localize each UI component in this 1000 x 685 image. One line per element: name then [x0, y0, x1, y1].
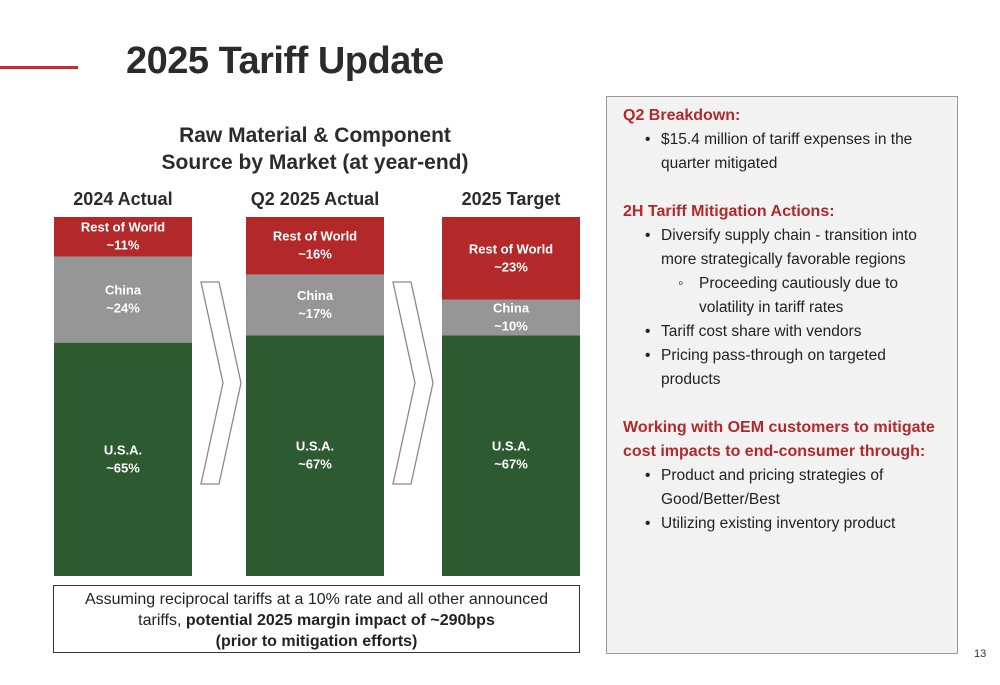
bar-segment-rest-of-world-q2-2025-actual	[246, 217, 384, 275]
data-label-line: ~16%	[298, 247, 332, 262]
mitigation-actions-list: Diversify supply chain - transition into…	[623, 224, 947, 392]
bar-segment-china-q2-2025-actual	[246, 274, 384, 336]
data-label-rest-of-world-2025-target: Rest of World ~23%	[469, 241, 553, 274]
chart-title-line-2: Source by Market (at year-end)	[161, 151, 469, 174]
category-label-2024-actual: 2024 Actual	[73, 189, 172, 209]
data-label-line: U.S.A.	[104, 442, 142, 457]
list-item: Tariff cost share with vendors	[623, 320, 947, 344]
data-label-line: China	[297, 288, 334, 303]
chart-title: Raw Material & Component Source by Marke…	[100, 122, 530, 176]
data-label-rest-of-world-q2-2025-actual: Rest of World ~16%	[273, 229, 357, 262]
list-item: Diversify supply chain - transition into…	[623, 224, 947, 272]
data-label-u-s-a-2025-target: U.S.A. ~67%	[492, 439, 530, 472]
note-line-2-plain: tariffs,	[138, 612, 186, 629]
bar-segment-china-2024-actual	[54, 256, 192, 343]
list-item: Utilizing existing inventory product	[623, 512, 947, 536]
mitigation-panel: Q2 Breakdown: $15.4 million of tariff ex…	[606, 96, 958, 654]
list-item: Pricing pass-through on targeted product…	[623, 344, 947, 392]
data-label-line: Rest of World	[81, 220, 165, 235]
oem-list: Product and pricing strategies of Good/B…	[623, 464, 947, 536]
data-label-u-s-a-2024-actual: U.S.A. ~65%	[104, 442, 142, 475]
page-number: 13	[974, 648, 987, 660]
bar-segment-u-s-a-2024-actual	[54, 342, 192, 576]
note-line-3-bold: (prior to mitigation efforts)	[215, 633, 418, 650]
list-item: $15.4 million of tariff expenses in the …	[623, 128, 947, 176]
bar-segment-u-s-a-q2-2025-actual	[246, 335, 384, 576]
data-label-line: ~11%	[107, 238, 140, 253]
oem-heading: Working with OEM customers to mitigate c…	[623, 419, 935, 460]
note-line-3: (prior to mitigation efforts)	[54, 631, 579, 652]
q2-breakdown-heading: Q2 Breakdown:	[623, 107, 741, 124]
category-label-2025-target: 2025 Target	[462, 189, 561, 209]
note-line-2-bold: potential 2025 margin impact of ~290bps	[185, 612, 495, 629]
chevron-arrow-icon	[392, 281, 434, 485]
chart-title-line-1: Raw Material & Component	[179, 124, 451, 147]
category-label-q2-2025-actual: Q2 2025 Actual	[251, 189, 379, 209]
data-label-line: China	[493, 301, 530, 316]
bar-segment-u-s-a-2025-target	[442, 335, 580, 576]
data-label-line: ~24%	[106, 301, 140, 316]
list-item: Product and pricing strategies of Good/B…	[623, 464, 947, 512]
data-label-line: Rest of World	[273, 229, 357, 244]
title-accent-line	[0, 66, 78, 69]
data-label-line: ~17%	[298, 306, 332, 321]
bar-segment-rest-of-world-2025-target	[442, 217, 580, 300]
note-line-2: tariffs, potential 2025 margin impact of…	[54, 610, 579, 631]
data-label-china-2024-actual: China ~24%	[105, 283, 142, 316]
data-label-line: U.S.A.	[296, 439, 334, 454]
margin-impact-note: Assuming reciprocal tariffs at a 10% rat…	[53, 585, 580, 653]
data-label-line: ~23%	[494, 259, 528, 274]
data-label-line: ~10%	[494, 319, 528, 334]
data-label-china-2025-target: China ~10%	[493, 301, 530, 334]
data-label-line: ~67%	[494, 457, 528, 472]
bar-segment-china-2025-target	[442, 299, 580, 336]
note-line-1: Assuming reciprocal tariffs at a 10% rat…	[84, 591, 549, 608]
data-label-line: U.S.A.	[492, 439, 530, 454]
bar-segment-rest-of-world-2024-actual	[54, 217, 192, 257]
stacked-bar-chart: 2024 Actual U.S.A. ~65% China ~24% Rest of Wo…	[54, 189, 580, 576]
q2-breakdown-list: $15.4 million of tariff expenses in the …	[623, 128, 947, 176]
data-label-line: ~67%	[298, 457, 332, 472]
sub-list-item: Proceeding cautiously due to volatility …	[623, 272, 947, 320]
data-label-u-s-a-q2-2025-actual: U.S.A. ~67%	[296, 439, 334, 472]
data-label-line: Rest of World	[469, 241, 553, 256]
mitigation-actions-heading: 2H Tariff Mitigation Actions:	[623, 203, 835, 220]
data-label-line: ~65%	[106, 460, 140, 475]
chevron-arrow-icon	[200, 281, 242, 485]
data-label-china-q2-2025-actual: China ~17%	[297, 288, 334, 321]
page-title: 2025 Tariff Update	[126, 40, 444, 82]
data-label-rest-of-world-2024-actual: Rest of World ~11%	[81, 220, 165, 253]
data-label-line: China	[105, 283, 142, 298]
